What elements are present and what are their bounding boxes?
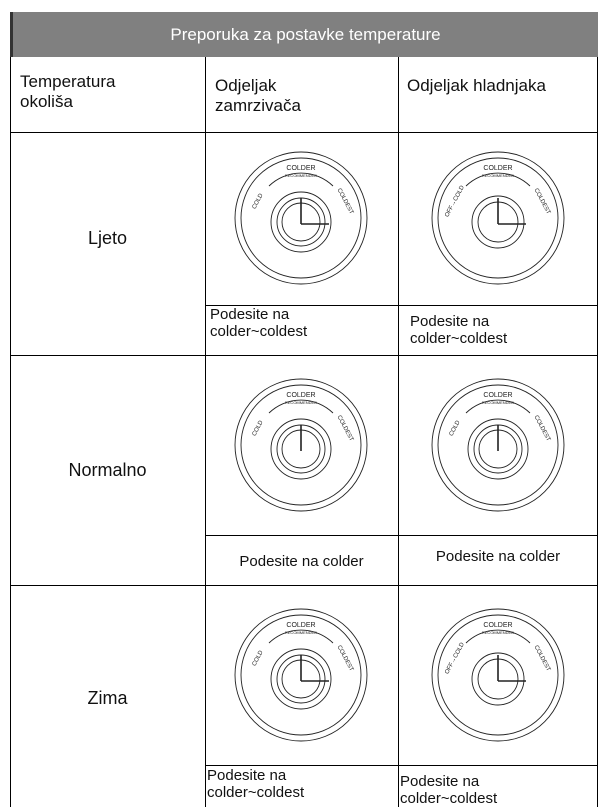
- dial-outer: [431, 151, 565, 285]
- dial-label: COLDEST: [336, 415, 355, 443]
- dial-arc: [465, 399, 531, 414]
- column-header: Odjeljak hladnjaka: [407, 76, 546, 95]
- dial-label: COLD: [449, 419, 462, 437]
- dial-label: RECOMMENDED: [285, 173, 317, 178]
- border: [10, 57, 11, 807]
- dial-rim: [240, 384, 362, 506]
- dial-label: COLDER: [483, 165, 512, 172]
- dial-label: COLDER: [286, 165, 315, 172]
- dial-label: COLDER: [483, 622, 512, 629]
- dial-outer: [431, 608, 565, 742]
- dial-arc: [465, 629, 531, 644]
- border: [398, 57, 399, 807]
- dial-label: OFF→COLD: [444, 184, 466, 218]
- border: [205, 765, 598, 766]
- dial-knob: [467, 418, 529, 480]
- dial-label: RECOMMENDED: [482, 173, 514, 178]
- column-header: Odjeljak zamrzivača: [215, 76, 301, 115]
- dial-knob: [471, 195, 525, 249]
- row-label: Zima: [87, 688, 128, 708]
- dial-knob: [270, 191, 332, 253]
- dial-arc: [268, 629, 334, 644]
- dial-label: COLDEST: [533, 415, 552, 443]
- border: [10, 585, 598, 586]
- dial-label: COLD: [252, 419, 265, 437]
- dial-outer: [431, 378, 565, 512]
- border: [597, 57, 598, 807]
- caption: Podesite na colder~coldest: [400, 773, 498, 807]
- column-header: Temperatura okoliša: [20, 72, 116, 111]
- dial-label: RECOMMENDED: [285, 400, 317, 405]
- dial-outer: [234, 378, 368, 512]
- dial-label: COLD: [252, 192, 265, 210]
- dial-rim: [437, 614, 559, 736]
- caption: Podesite na colder~coldest: [210, 306, 308, 340]
- dial-label: COLDER: [286, 622, 315, 629]
- dial-label: COLDER: [483, 392, 512, 399]
- dial-label: OFF→COLD: [444, 641, 466, 675]
- dial-outer: [234, 151, 368, 285]
- caption: Podesite na colder: [435, 548, 561, 565]
- dial-rim: [240, 614, 362, 736]
- border: [10, 132, 598, 133]
- dial-rim: [240, 157, 362, 279]
- dial-knob: [270, 418, 332, 480]
- dial-rim: [437, 157, 559, 279]
- dial-label: RECOMMENDED: [482, 630, 514, 635]
- border: [205, 305, 598, 306]
- dial-label: COLDEST: [336, 645, 355, 673]
- dial-outer: [234, 608, 368, 742]
- dial-label: COLDEST: [533, 645, 552, 673]
- dial-rim: [437, 384, 559, 506]
- dial-label: COLDEST: [533, 188, 552, 216]
- dial-arc: [268, 172, 334, 187]
- border: [10, 355, 598, 356]
- dial-label: RECOMMENDED: [285, 630, 317, 635]
- caption: Podesite na colder~coldest: [410, 313, 508, 347]
- dial-label: COLD: [252, 649, 265, 667]
- dial-label: RECOMMENDED: [482, 400, 514, 405]
- table-title: Preporuka za postavke temperature: [10, 12, 598, 57]
- dial-label: COLDER: [286, 392, 315, 399]
- dial-arc: [465, 172, 531, 187]
- dial-label: COLDEST: [336, 188, 355, 216]
- border: [205, 535, 598, 536]
- dial-knob: [270, 648, 332, 710]
- dial-arc: [268, 399, 334, 414]
- row-label: Ljeto: [87, 228, 128, 248]
- caption: Podesite na colder~coldest: [207, 767, 305, 801]
- border: [205, 57, 206, 807]
- dial-knob: [471, 652, 525, 706]
- caption: Podesite na colder: [239, 553, 364, 570]
- row-label: Normalno: [68, 460, 147, 480]
